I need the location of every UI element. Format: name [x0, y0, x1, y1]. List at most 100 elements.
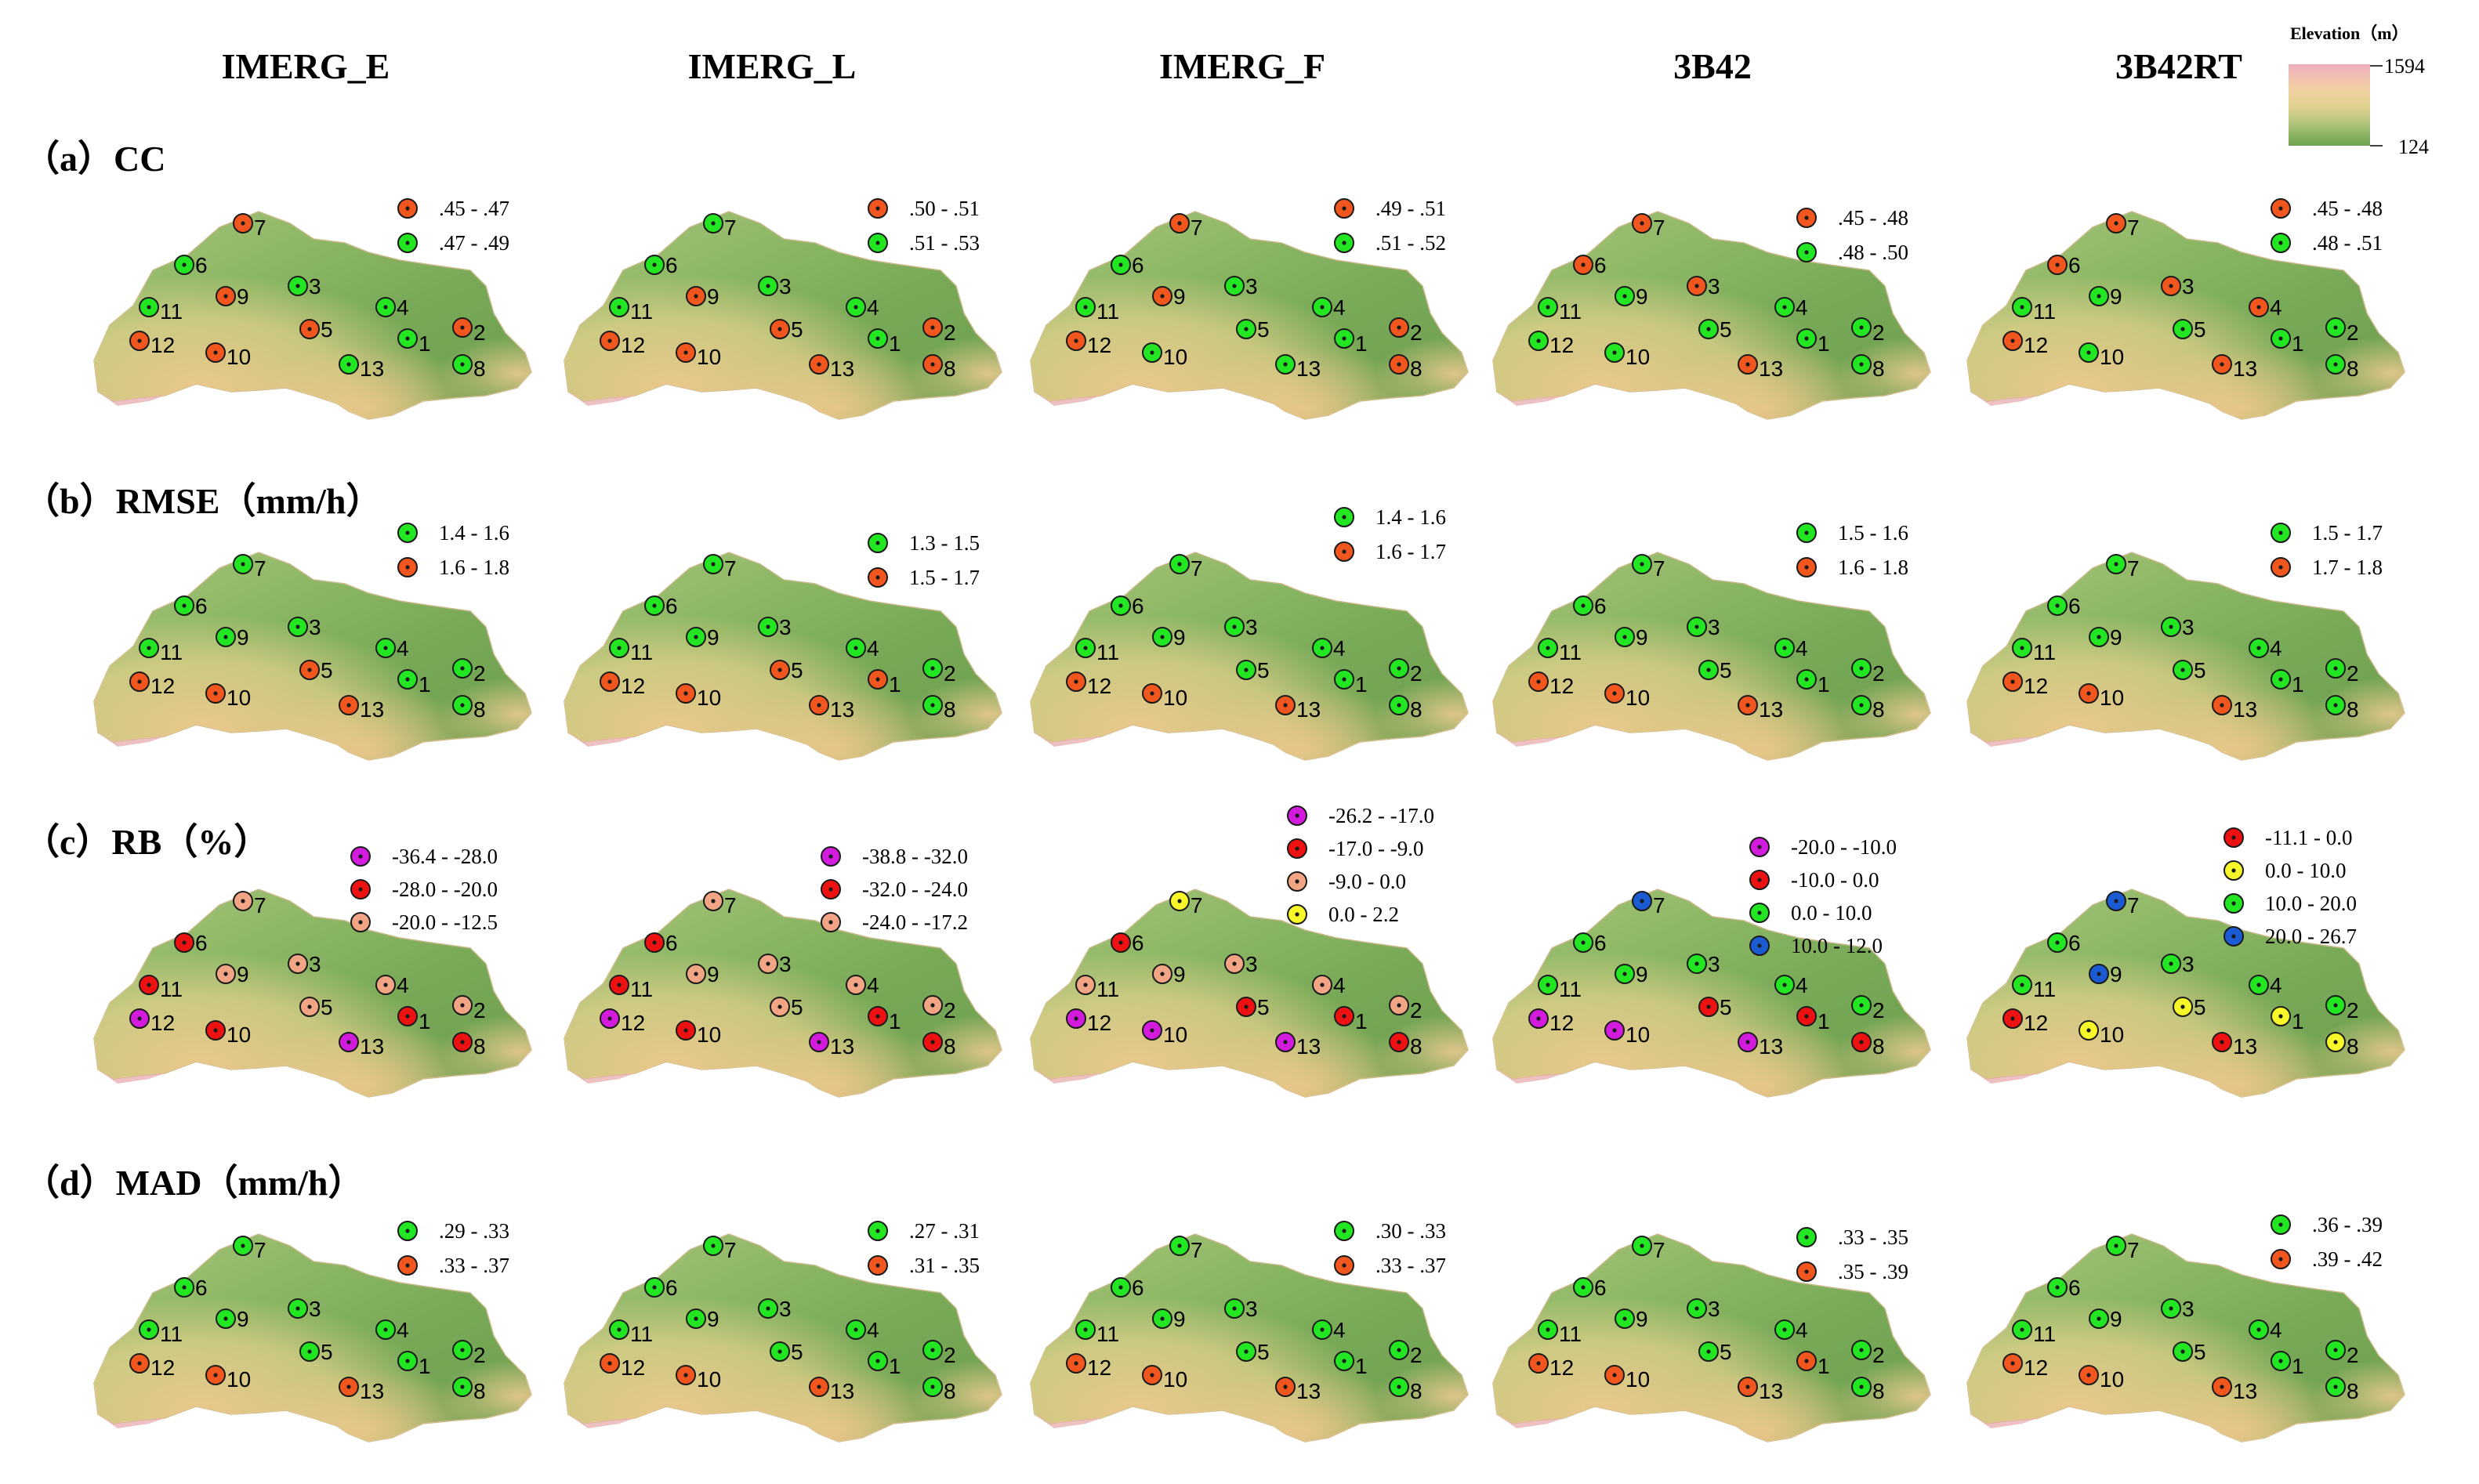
- station-label: 4: [397, 1318, 409, 1342]
- station-label: 12: [2024, 333, 2048, 357]
- station-10: 10: [1604, 683, 1650, 710]
- station-label: 3: [1708, 615, 1720, 639]
- station-1: 1: [397, 1006, 431, 1033]
- legend-label: .36 - .39: [2312, 1213, 2383, 1236]
- station-label: 2: [1872, 320, 1885, 345]
- station-5: 5: [299, 1340, 333, 1364]
- station-7: 7: [1169, 554, 1203, 581]
- station-13: 13: [339, 695, 384, 722]
- legend-label: 0.0 - 2.2: [1328, 903, 1399, 926]
- station-label: 6: [1132, 594, 1144, 618]
- station-4: 4: [2249, 973, 2282, 997]
- station-label: 1: [2292, 1009, 2304, 1033]
- station-label: 9: [2110, 284, 2122, 309]
- station-7: 7: [1632, 554, 1665, 581]
- panel-legend: -36.4 - -28.0 -28.0 - -20.0 -20.0 - -12.5: [350, 845, 498, 934]
- station-12: 12: [1066, 1008, 1111, 1035]
- station-9: 9: [1152, 625, 1186, 650]
- station-label: 4: [1796, 973, 1808, 997]
- station-9: 9: [1615, 625, 1648, 650]
- station-2: 2: [1851, 658, 1885, 686]
- station-label: 2: [1410, 1343, 1423, 1367]
- station-label: 11: [2033, 640, 2056, 664]
- legend-label: -26.2 - -17.0: [1328, 804, 1434, 827]
- legend-label: 1.4 - 1.6: [1375, 505, 1446, 529]
- legend-label: 1.7 - 1.8: [2312, 556, 2383, 579]
- station-9: 9: [1152, 284, 1186, 309]
- station-2: 2: [922, 1340, 956, 1367]
- legend-item: .48 - .50: [1796, 241, 1908, 264]
- station-2: 2: [452, 317, 486, 345]
- station-4: 4: [1312, 636, 1346, 661]
- station-4: 4: [2249, 636, 2282, 661]
- station-label: 2: [944, 661, 956, 686]
- legend-label: .33 - .35: [1838, 1225, 1908, 1249]
- station-label: 10: [697, 1367, 721, 1392]
- station-8: 8: [2325, 695, 2359, 722]
- station-label: 2: [1872, 998, 1885, 1023]
- station-label: 8: [473, 697, 486, 722]
- station-2: 2: [452, 1340, 486, 1367]
- station-11: 11: [1075, 1319, 1119, 1346]
- station-2: 2: [2325, 317, 2359, 345]
- station-11: 11: [1538, 638, 1582, 664]
- station-label: 10: [1163, 686, 1187, 710]
- station-13: 13: [1275, 1032, 1321, 1059]
- station-label: 6: [195, 253, 208, 277]
- station-5: 5: [1236, 658, 1270, 682]
- station-label: 6: [2068, 1276, 2081, 1300]
- station-1: 1: [1334, 328, 1368, 356]
- legend-label: -32.0 - -24.0: [862, 878, 968, 901]
- legend-label: .48 - .50: [1838, 241, 1908, 264]
- station-label: 13: [1759, 1379, 1783, 1403]
- station-label: 13: [1759, 1034, 1783, 1059]
- station-label: 4: [867, 973, 879, 997]
- station-1: 1: [1334, 669, 1368, 697]
- station-label: 9: [707, 625, 719, 650]
- station-label: 11: [630, 1322, 653, 1346]
- station-7: 7: [233, 213, 266, 240]
- station-label: 3: [2182, 274, 2194, 299]
- legend-item: 0.0 - 2.2: [1287, 903, 1399, 926]
- station-5: 5: [1236, 995, 1270, 1019]
- station-label: 3: [309, 615, 321, 639]
- station-12: 12: [1066, 671, 1111, 698]
- station-label: 8: [2347, 697, 2359, 722]
- station-label: 7: [254, 556, 266, 581]
- station-12: 12: [129, 331, 175, 357]
- station-label: 8: [944, 1379, 956, 1403]
- station-4: 4: [846, 295, 879, 320]
- station-label: 13: [2233, 1034, 2257, 1059]
- station-label: 8: [1872, 1379, 1885, 1403]
- station-3: 3: [2161, 952, 2194, 976]
- station-1: 1: [2271, 669, 2304, 697]
- legend-label: .33 - .37: [439, 1254, 509, 1277]
- legend-item: .33 - .35: [1796, 1225, 1908, 1249]
- station-label: 6: [1594, 1276, 1607, 1300]
- station-label: 12: [150, 1356, 175, 1380]
- panel-legend: -26.2 - -17.0 -17.0 - -9.0 -9.0 - 0.0 0.0 -…: [1287, 804, 1434, 926]
- station-label: 1: [889, 331, 901, 356]
- station-label: 12: [1087, 1011, 1111, 1035]
- legend-label: -36.4 - -28.0: [392, 845, 498, 868]
- station-label: 3: [779, 952, 792, 976]
- station-label: 10: [1163, 1367, 1187, 1392]
- station-label: 7: [1653, 556, 1665, 581]
- station-label: 9: [2110, 625, 2122, 650]
- station-13: 13: [1738, 695, 1783, 722]
- station-1: 1: [2271, 1351, 2304, 1378]
- station-label: 5: [321, 995, 333, 1019]
- legend-label: .30 - .33: [1375, 1219, 1446, 1243]
- station-1: 1: [1796, 1351, 1830, 1378]
- station-label: 2: [473, 661, 486, 686]
- station-6: 6: [2047, 594, 2081, 618]
- panel-legend: .50 - .51 .51 - .53: [868, 197, 980, 255]
- station-7: 7: [1169, 1236, 1203, 1262]
- station-label: 7: [254, 1238, 266, 1262]
- station-label: 11: [1559, 640, 1582, 664]
